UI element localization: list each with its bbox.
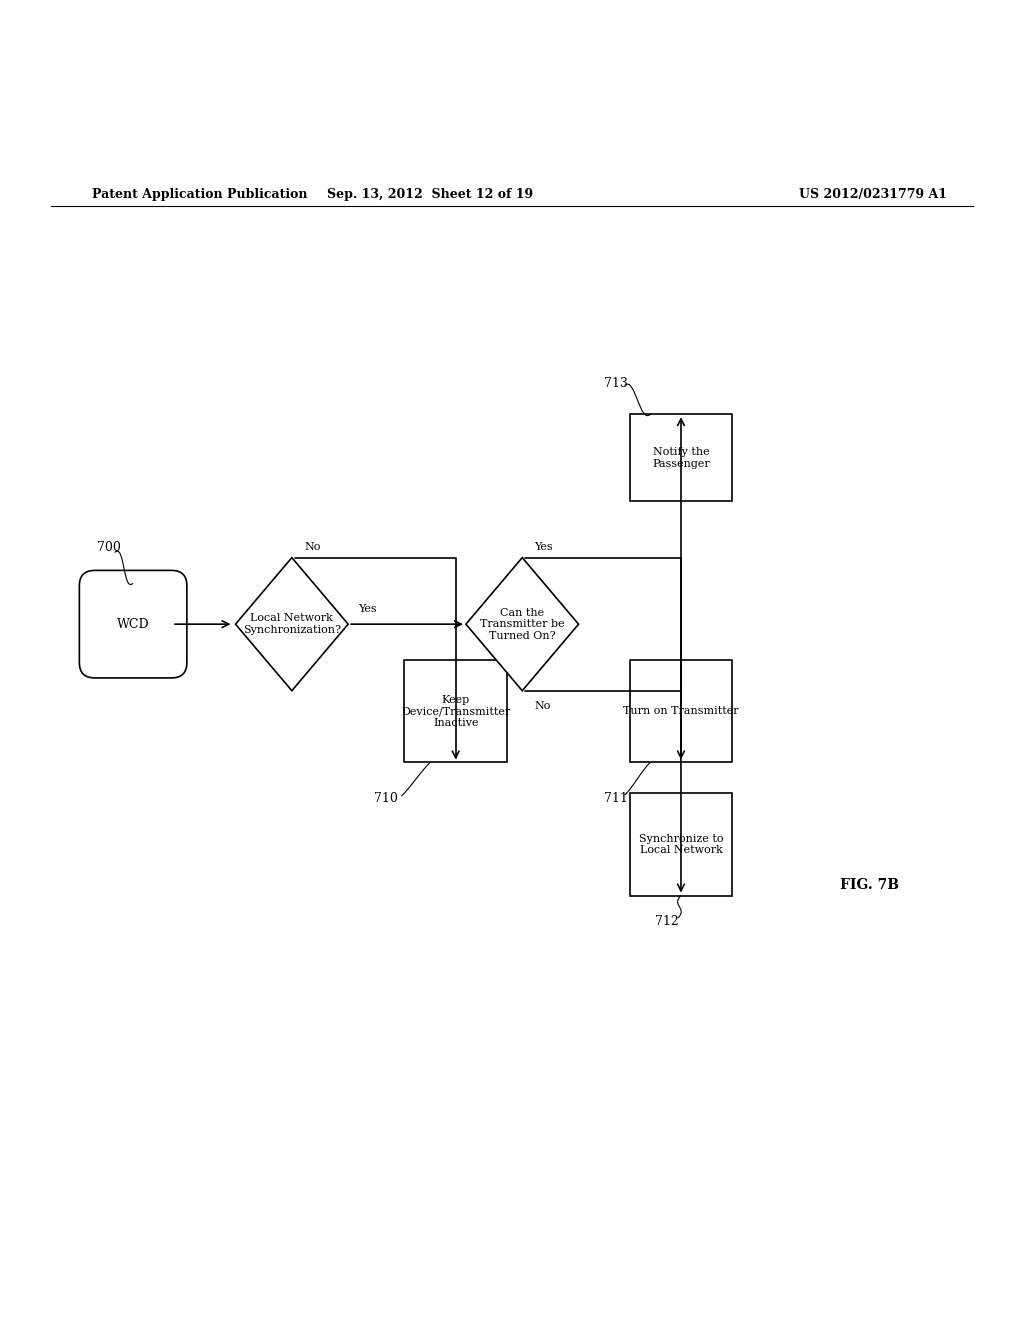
Text: Patent Application Publication: Patent Application Publication	[92, 187, 307, 201]
Polygon shape	[466, 557, 579, 690]
Text: 712: 712	[655, 915, 679, 928]
FancyBboxPatch shape	[404, 660, 507, 763]
Text: Sep. 13, 2012  Sheet 12 of 19: Sep. 13, 2012 Sheet 12 of 19	[327, 187, 534, 201]
Text: 713: 713	[604, 378, 628, 389]
FancyBboxPatch shape	[630, 660, 732, 763]
FancyBboxPatch shape	[630, 793, 732, 895]
Text: Synchronize to
Local Network: Synchronize to Local Network	[639, 833, 723, 855]
Text: Yes: Yes	[535, 543, 553, 553]
Text: Keep
Device/Transmitter
Inactive: Keep Device/Transmitter Inactive	[401, 694, 510, 727]
Text: FIG. 7B: FIG. 7B	[840, 878, 899, 892]
Text: Turn on Transmitter: Turn on Transmitter	[624, 706, 738, 717]
Text: Local Network
Synchronization?: Local Network Synchronization?	[243, 614, 341, 635]
Polygon shape	[236, 557, 348, 690]
FancyBboxPatch shape	[80, 570, 186, 678]
Text: US 2012/0231779 A1: US 2012/0231779 A1	[799, 187, 947, 201]
Text: No: No	[304, 543, 321, 553]
Text: 711: 711	[604, 792, 628, 805]
Text: 700: 700	[97, 541, 121, 554]
Text: Notify the
Passenger: Notify the Passenger	[652, 447, 710, 469]
Text: WCD: WCD	[117, 618, 150, 631]
Text: 710: 710	[374, 792, 397, 805]
Text: Yes: Yes	[358, 605, 377, 614]
Text: Can the
Transmitter be
Turned On?: Can the Transmitter be Turned On?	[480, 607, 564, 640]
FancyBboxPatch shape	[630, 414, 732, 502]
Text: No: No	[535, 701, 551, 711]
